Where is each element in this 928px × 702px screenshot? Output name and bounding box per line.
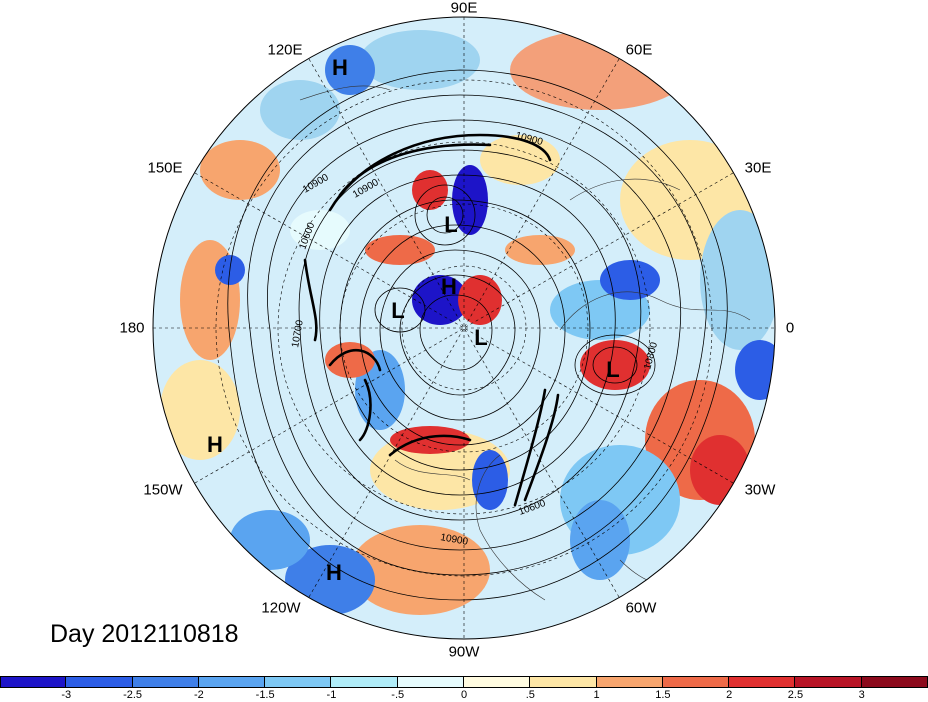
colorbar-tick-label: 0 <box>460 689 468 701</box>
pressure-center-low: L <box>444 212 458 237</box>
pressure-center-low: L <box>606 357 620 382</box>
lon-label-60w: 60W <box>625 599 657 617</box>
colorbar-segment <box>397 676 464 688</box>
colorbar-segment <box>729 676 796 688</box>
colorbar-segment <box>132 676 199 688</box>
pressure-center-high: H <box>207 432 223 457</box>
lon-label-30w: 30W <box>744 481 776 499</box>
colorbar-tick-label: 1 <box>593 689 600 701</box>
lon-label-30e: 30E <box>744 159 772 177</box>
pressure-center-low: L <box>474 325 488 350</box>
lon-label-150e: 150E <box>147 159 183 177</box>
colorbar-tick-label: -2 <box>193 689 204 701</box>
lon-label-60e: 60E <box>625 41 653 59</box>
lon-label-90e: 90E <box>450 0 478 17</box>
date-label: Day 2012110818 <box>50 620 239 648</box>
contour-label: 10700 <box>290 319 306 349</box>
colorbar-tick-label: 1.5 <box>655 689 671 701</box>
colorbar-tick-label: -3 <box>61 689 72 701</box>
lon-label-180: 180 <box>119 319 145 337</box>
colorbar-segment <box>662 676 730 688</box>
colorbar-segment <box>198 676 266 688</box>
colorbar-segment <box>0 676 67 688</box>
lon-label-120e: 120E <box>267 41 303 59</box>
pressure-center-low: L <box>391 298 405 323</box>
map-boundary <box>152 16 776 640</box>
colorbar-segment <box>795 676 862 688</box>
colorbar-tick-label: -1.5 <box>255 689 275 701</box>
colorbar-segment <box>464 676 531 688</box>
pressure-center-high: H <box>332 55 348 80</box>
graticule <box>153 17 775 639</box>
lon-label-90w: 90W <box>448 643 480 661</box>
colorbar-segment <box>66 676 133 688</box>
colorbar-tick-label: -1 <box>326 689 337 701</box>
pressure-center-high: H <box>326 560 342 585</box>
lon-label-120w: 120W <box>261 599 301 617</box>
lon-label-150w: 150W <box>143 481 183 499</box>
colorbar-tick-label: 2.5 <box>787 689 804 701</box>
colorbar-segment <box>596 676 663 688</box>
pressure-center-high: H <box>441 274 457 299</box>
colorbar-tick-label: -.5 <box>391 689 405 701</box>
geopotential-contours <box>227 69 728 601</box>
colorbar-frame <box>0 676 928 688</box>
contour-label: 10900 <box>439 532 469 548</box>
colorbar-tick-label: 3 <box>858 689 865 701</box>
colorbar-segment <box>530 676 597 688</box>
colorbar-tick-label: 2 <box>726 689 733 701</box>
colorbar-segment <box>331 676 398 688</box>
colorbar-tick-label: -2.5 <box>123 689 143 701</box>
colorbar-tick-label: .5 <box>525 689 535 701</box>
colorbar: -3 -2.5 -2 -1.5 -1 -.5 0 .5 1 1.5 2 2.5 3 <box>0 676 928 702</box>
colorbar-segment <box>265 676 332 688</box>
lon-label-0: 0 <box>785 319 795 337</box>
